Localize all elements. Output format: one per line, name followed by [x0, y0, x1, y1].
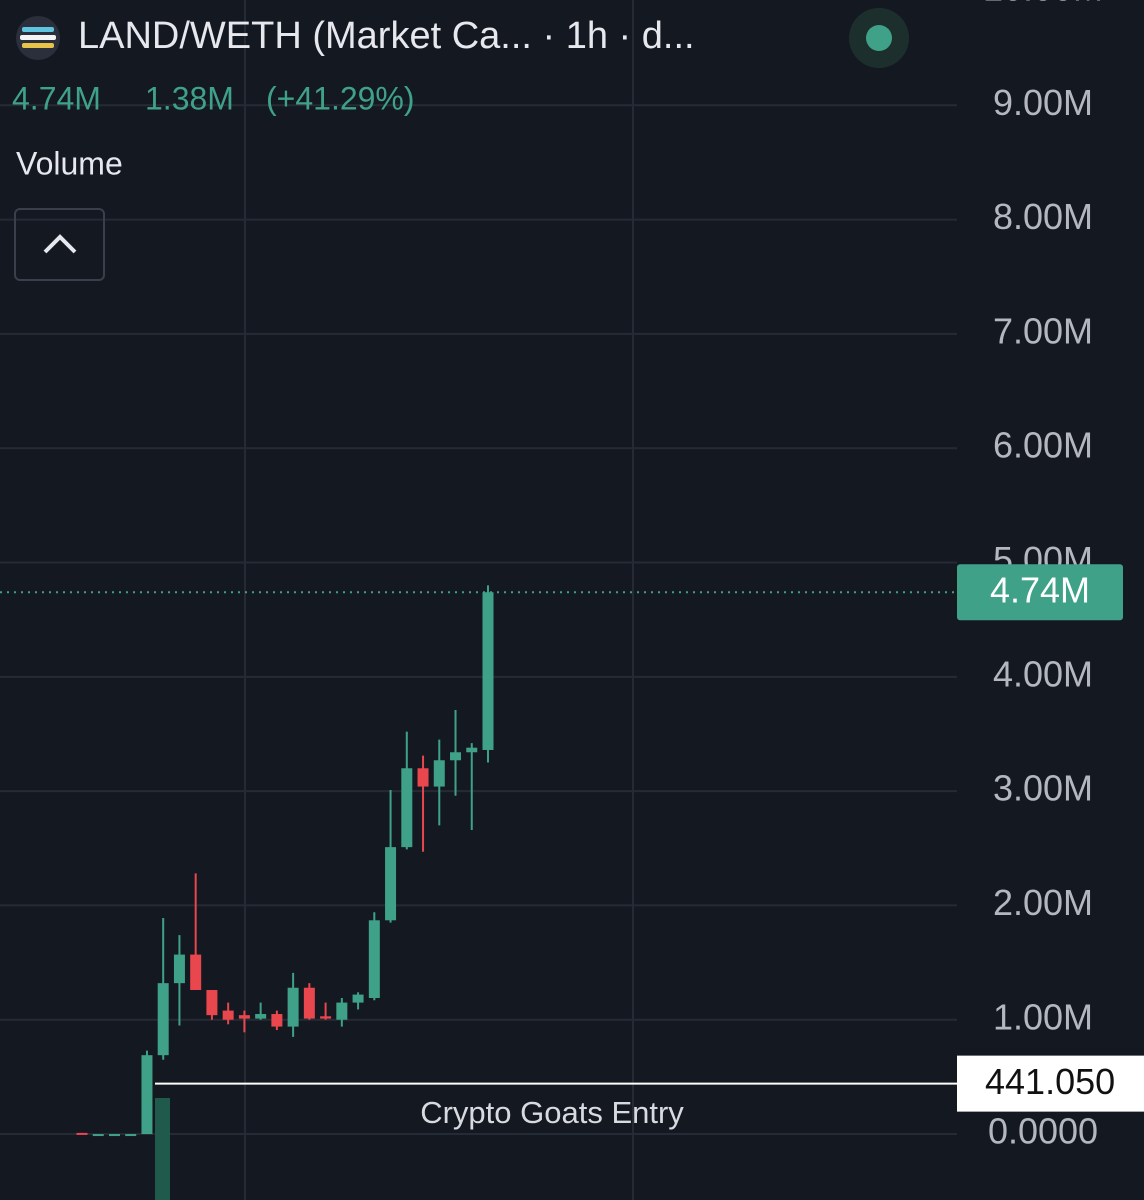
candle-body	[238, 1015, 250, 1019]
y-tick-label: 1.00M	[993, 996, 1093, 1037]
y-tick-label: 7.00M	[993, 310, 1093, 351]
candle-body	[222, 1010, 234, 1020]
icon-stripe	[22, 43, 54, 48]
candle-body	[417, 768, 429, 787]
y-tick-label: 2.00M	[993, 882, 1093, 923]
candle-body	[401, 768, 413, 848]
candle-body	[173, 954, 185, 984]
last-price-box	[957, 564, 1123, 621]
candle-body	[385, 847, 397, 921]
candle-body	[320, 1016, 332, 1019]
stat-percent: (+41.29%)	[266, 80, 415, 116]
y-tick-label: 8.00M	[993, 196, 1093, 237]
candle-body	[466, 747, 478, 753]
y-tick-label: 6.00M	[993, 425, 1093, 466]
candle-body	[190, 954, 202, 991]
candle-body	[125, 1134, 137, 1137]
last-price-label: 4.74M	[990, 570, 1090, 611]
status-dot	[866, 25, 892, 51]
candle-body	[206, 990, 218, 1016]
y-axis: 0.00001.00M2.00M3.00M4.00M5.00M6.00M7.00…	[957, 0, 1144, 1152]
candle-body	[303, 987, 315, 1019]
volume-bar-decoration	[155, 1098, 170, 1200]
y-tick-label: 9.00M	[993, 82, 1093, 123]
icon-stripe	[20, 35, 56, 40]
entry-price-label: 441.050	[985, 1061, 1115, 1102]
y-tick-label: 0.0000	[988, 1111, 1098, 1152]
candle-body	[76, 1132, 88, 1135]
candle-body	[352, 994, 364, 1003]
candle-body	[271, 1014, 283, 1027]
icon-stripe	[22, 27, 54, 32]
candle-body	[141, 1055, 153, 1135]
candle-body	[287, 987, 299, 1027]
grid	[0, 104, 957, 1136]
indicator-label: Volume	[16, 145, 123, 181]
entry-price-box	[957, 1055, 1144, 1112]
chart-title: LAND/WETH (Market Ca... · 1h · d...	[78, 15, 695, 57]
entry-line-text: Crypto Goats Entry	[420, 1095, 684, 1130]
y-tick-label: 3.00M	[993, 768, 1093, 809]
candle-body	[108, 1134, 120, 1137]
candle-body	[92, 1134, 104, 1137]
y-tick-label: 10.00M	[983, 0, 1103, 8]
plot: Crypto Goats Entry	[0, 585, 957, 1137]
candle-body	[157, 983, 169, 1056]
stat-value: 4.74M	[12, 80, 101, 116]
collapse-icon	[43, 234, 77, 254]
y-tick-label: 4.00M	[993, 653, 1093, 694]
candle-body	[255, 1014, 267, 1019]
candle-body	[368, 920, 380, 999]
candle-body	[433, 760, 445, 787]
candle-body	[482, 592, 494, 750]
stat-change: 1.38M	[145, 80, 234, 116]
collapse-button[interactable]	[14, 208, 105, 281]
candle-body	[450, 752, 462, 761]
candle-body	[336, 1002, 348, 1020]
